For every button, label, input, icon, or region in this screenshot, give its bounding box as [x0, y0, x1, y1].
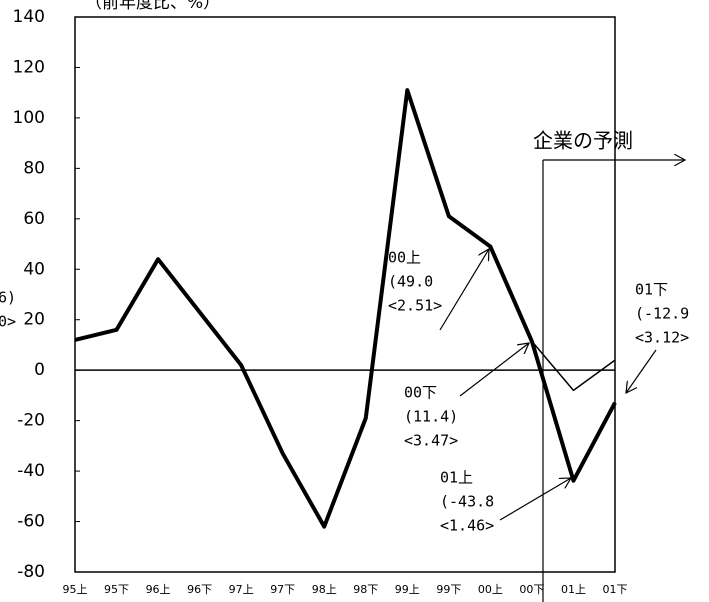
- annotation-text: <3.47>: [404, 432, 458, 450]
- annotation-arrow: [499, 478, 571, 521]
- annotation-text: (11.4): [404, 408, 458, 426]
- y-tick-label: 120: [13, 57, 45, 77]
- x-tick-label: 95下: [104, 583, 129, 596]
- chart-title: （前年度比、%）: [85, 0, 220, 13]
- annotation-text: (-12.9: [635, 305, 689, 323]
- annotation-text: <1.46>: [440, 517, 494, 535]
- data-line: [74, 88, 617, 529]
- annotation-text: 01上: [440, 469, 473, 487]
- y-tick-label: 60: [23, 209, 45, 229]
- x-tick-label: 97上: [229, 583, 254, 596]
- annotation-text: 01下: [635, 281, 668, 299]
- y-tick-label: 0: [34, 360, 45, 380]
- data-line: [531, 340, 616, 392]
- y-tick-label: 100: [13, 108, 45, 128]
- annotation-text: (49.0: [388, 273, 433, 291]
- annotation-arrow: [459, 343, 529, 397]
- plot-frame: [74, 16, 616, 573]
- annotation-text: 0>: [0, 313, 16, 331]
- y-tick-label: -20: [17, 411, 45, 431]
- annotation-text: <2.51>: [388, 297, 442, 315]
- y-tick-label: 20: [23, 310, 45, 330]
- x-tick-label: 95上: [63, 583, 88, 596]
- annotation-text: <3.12>: [635, 329, 689, 347]
- y-tick-label: 40: [23, 259, 45, 279]
- annotation-arrow: [439, 249, 489, 331]
- x-tick-label: 97下: [270, 583, 295, 596]
- y-tick-label: -40: [17, 461, 45, 481]
- forecast-label: 企業の予測: [533, 129, 633, 153]
- y-tick-label: -80: [17, 562, 45, 582]
- x-tick-label: 00下: [519, 583, 544, 596]
- y-tick-label: -60: [17, 512, 45, 532]
- x-tick-label: 01上: [561, 583, 586, 596]
- x-tick-label: 96上: [146, 583, 171, 596]
- annotation-text: (-43.8: [440, 493, 494, 511]
- x-tick-label: 99下: [436, 583, 461, 596]
- x-tick-label: 96下: [187, 583, 212, 596]
- annotation-text: 6): [0, 289, 16, 307]
- x-tick-label: 01下: [603, 583, 628, 596]
- annotation-text: 00上: [388, 249, 421, 267]
- x-tick-label: 00上: [478, 583, 503, 596]
- annotation-arrow: [626, 349, 657, 393]
- y-tick-label: 80: [23, 158, 45, 178]
- y-tick-label: 140: [13, 7, 45, 27]
- x-tick-label: 98上: [312, 583, 337, 596]
- x-tick-label: 99上: [395, 583, 420, 596]
- x-tick-label: 98下: [353, 583, 378, 596]
- annotation-text: 00下: [404, 384, 437, 402]
